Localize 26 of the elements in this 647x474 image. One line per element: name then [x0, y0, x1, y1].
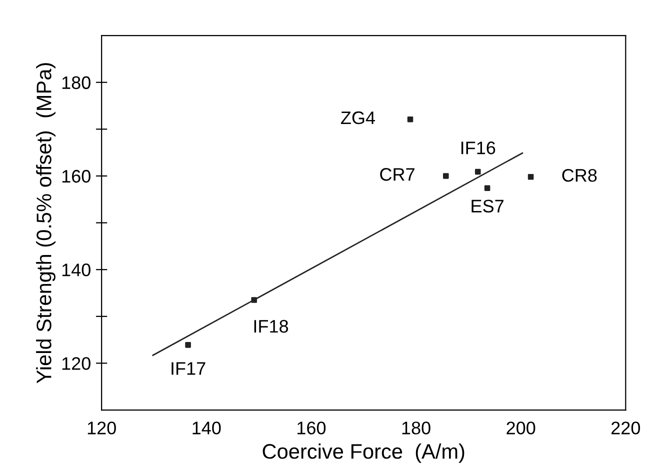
annotation: CR7 — [380, 168, 414, 181]
x-tick-label: 140 — [192, 422, 221, 434]
point — [484, 185, 490, 192]
annotation: IF16 — [461, 142, 496, 154]
annotation: CR8 — [562, 168, 597, 182]
annotation: IF17 — [172, 362, 206, 375]
y-axis-title: Yield Strength (0.5% offset) (MPa) — [36, 63, 56, 384]
annotation: IF18 — [254, 320, 288, 333]
point — [251, 297, 257, 303]
y-tick-label: 140 — [62, 264, 90, 276]
annotation: ES7 — [472, 200, 504, 213]
x-axis-title: Coercive Force (A/m) — [262, 444, 464, 463]
x-tick-label: 220 — [611, 422, 640, 434]
y-tick-label: 160 — [62, 170, 90, 183]
point — [185, 342, 191, 348]
x-tick-label: 200 — [506, 422, 536, 434]
x-tick-label: 180 — [402, 422, 430, 434]
point — [474, 168, 481, 175]
x-tick-label: 160 — [298, 422, 326, 434]
annotation: ZG4 — [340, 111, 376, 124]
y-tick-label: 120 — [62, 357, 90, 370]
y-tick-label: 180 — [62, 76, 90, 90]
point — [528, 174, 534, 180]
x-tick-label: 120 — [88, 422, 116, 434]
point — [443, 173, 449, 179]
point — [407, 116, 414, 122]
